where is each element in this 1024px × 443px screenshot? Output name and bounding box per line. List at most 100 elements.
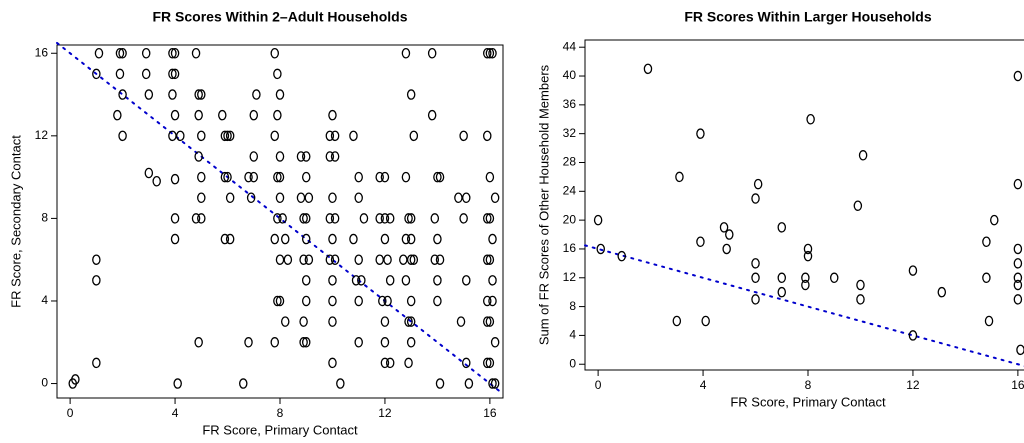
point [191,213,201,224]
point [328,192,337,204]
point [301,295,311,307]
point [433,171,442,183]
point [354,337,363,348]
point [643,63,653,75]
point [299,337,308,348]
point [488,48,497,59]
point [225,233,235,245]
point [488,233,497,245]
point [354,171,363,183]
point [433,275,442,286]
y-axis-label: Sum of FR Scores of Other Household Memb… [536,64,551,345]
point [908,330,918,341]
point [380,233,390,245]
point [777,222,787,233]
point [223,171,232,183]
point [675,171,684,183]
point [330,130,340,142]
point [194,151,203,162]
point [197,213,206,224]
point [725,229,734,240]
point [385,275,395,286]
point [404,316,413,327]
point [459,130,468,142]
point [113,109,122,121]
point [336,378,345,389]
point [1013,70,1023,82]
point [296,151,306,162]
point [249,171,259,183]
point [485,213,495,224]
point [853,200,863,211]
point [806,114,815,125]
point [488,275,497,286]
point [406,89,416,100]
chart-title: FR Scores Within Larger Households [684,9,931,25]
point [404,213,413,224]
y-tick-label: 36 [563,97,577,111]
point [383,295,392,307]
y-tick-label: 4 [41,293,48,307]
point [1013,294,1023,305]
point [68,378,77,389]
point [328,295,337,307]
point [249,109,259,121]
point [722,243,731,255]
point [483,316,492,327]
point [252,89,261,100]
point [273,171,282,183]
y-tick-label: 8 [41,211,48,225]
point [380,213,390,224]
point [270,130,280,142]
point [275,295,285,307]
point [301,171,311,183]
point [464,378,474,389]
point [856,294,865,305]
y-tick-label: 0 [569,356,576,370]
point [325,151,335,162]
point [485,316,495,327]
point [176,130,185,142]
y-tick-label: 28 [563,155,577,169]
point [454,192,463,204]
x-axis-label: FR Score, Primary Contact [202,422,358,437]
point [275,192,285,204]
point [273,213,282,224]
point [170,213,180,224]
point [280,316,290,327]
y-tick-label: 0 [41,376,48,390]
point [273,109,282,121]
point [1013,258,1023,269]
point [406,337,416,348]
point [270,337,280,348]
point [430,213,440,224]
point [280,233,290,245]
point [197,130,206,142]
point [435,254,445,265]
point [462,357,471,369]
y-tick-label: 8 [569,299,576,313]
point [406,295,416,307]
point [753,178,763,190]
point [406,254,416,265]
point [115,68,125,80]
x-tick-label: 12 [906,378,920,392]
point [696,128,705,139]
point [168,130,177,142]
point [751,272,760,284]
point [409,254,419,265]
point [375,213,384,224]
point [801,272,810,284]
point [354,295,363,307]
point [194,89,203,100]
point [485,171,495,183]
point [273,295,282,307]
point [488,295,497,307]
point [751,294,760,305]
point [92,68,101,80]
point [304,192,314,204]
x-tick-label: 4 [172,406,179,420]
y-tick-label: 24 [563,183,577,197]
point [427,109,437,121]
